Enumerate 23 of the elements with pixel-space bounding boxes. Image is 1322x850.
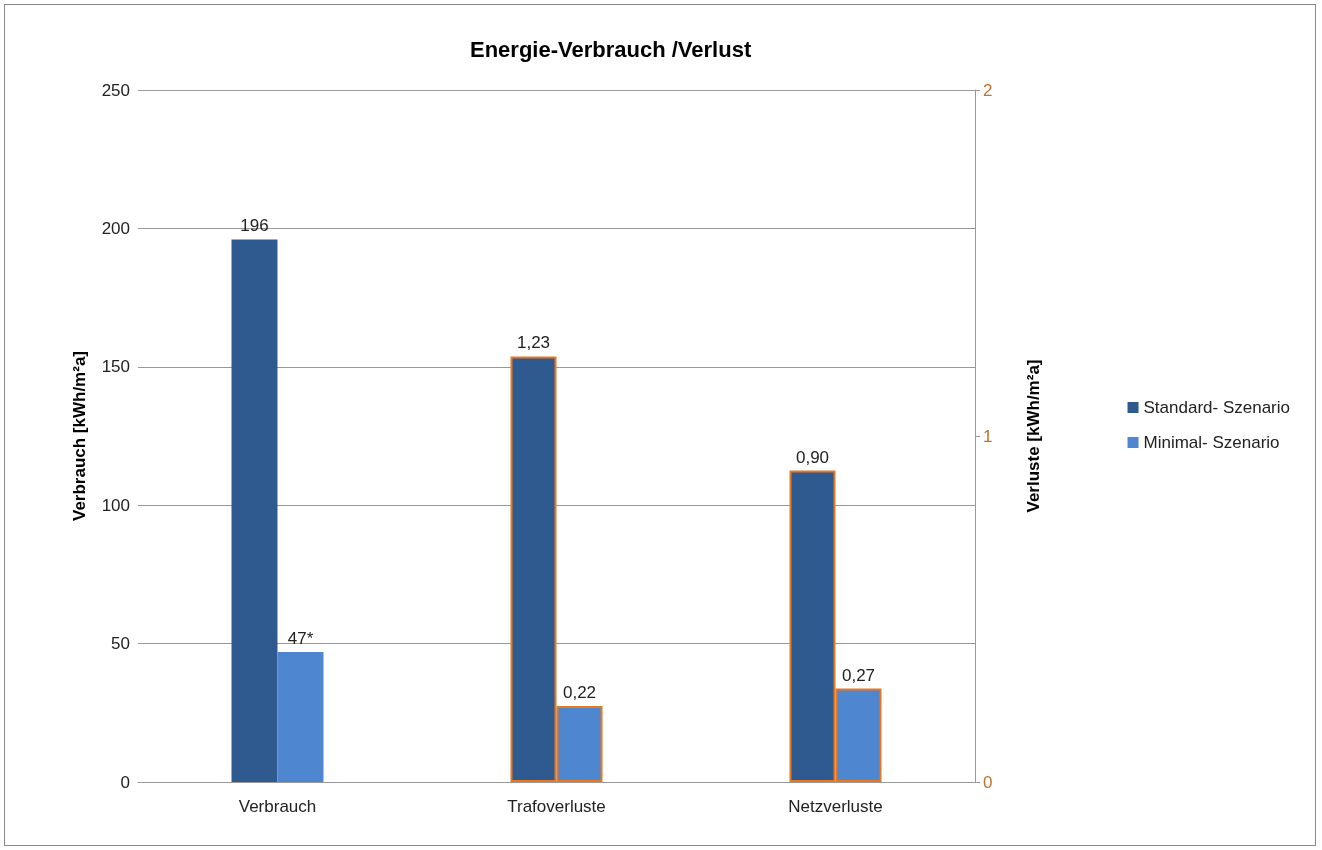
y2-tick-label: 1 — [983, 426, 993, 446]
x-tick-label: Netzverluste — [788, 797, 883, 816]
data-label: 0,22 — [562, 682, 597, 702]
y-tick-label: 0 — [120, 772, 130, 792]
y2-axis-title: Verluste [kWh/m²a] — [1024, 359, 1043, 513]
data-label: 0,27 — [841, 665, 876, 685]
y2-tick-label: 0 — [983, 772, 993, 792]
y-tick-label: 250 — [101, 80, 130, 100]
x-tick-label: Verbrauch — [238, 797, 317, 816]
y-tick-label: 200 — [101, 218, 130, 238]
y2-tick-label: 2 — [983, 80, 993, 100]
data-label: 0,90 — [795, 447, 830, 467]
y-tick-label: 50 — [111, 634, 130, 654]
data-label: 196 — [240, 216, 269, 236]
y-tick-label: 100 — [101, 495, 130, 515]
x-tick-label: Trafoverluste — [507, 797, 606, 816]
legend-label: Minimal- Szenario — [1143, 433, 1280, 452]
chart-title: Energie-Verbrauch /Verlust — [470, 36, 752, 62]
data-label: 1,23 — [516, 333, 551, 353]
y-axis-title: Verbrauch [kWh/m²a] — [70, 350, 89, 522]
data-label: 47* — [287, 628, 314, 648]
legend-label: Standard- Szenario — [1143, 398, 1291, 417]
y-tick-label: 150 — [101, 357, 130, 377]
